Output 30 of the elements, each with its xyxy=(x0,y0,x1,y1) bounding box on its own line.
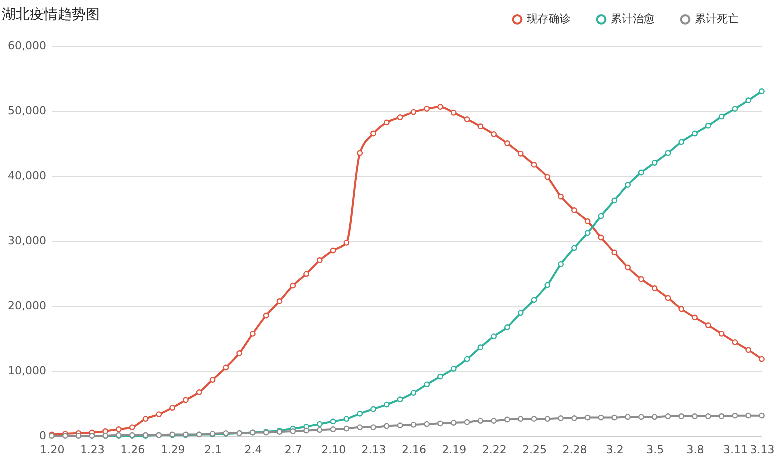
x-tick-label: 1.29 xyxy=(160,444,186,456)
legend-label: 现存确诊 xyxy=(527,12,571,26)
x-tick-label: 2.25 xyxy=(522,444,548,456)
x-tick-label: 2.22 xyxy=(482,444,507,456)
x-tick-label: 3.5 xyxy=(646,444,664,456)
y-tick-label: 40,000 xyxy=(8,170,46,182)
y-tick-label: 50,000 xyxy=(8,104,46,118)
x-tick-label: 3.13 xyxy=(750,444,775,456)
x-tick-label: 2.28 xyxy=(562,444,588,456)
legend-label: 累计治愈 xyxy=(611,12,655,26)
y-tick-label: 20,000 xyxy=(8,300,46,312)
x-tick-label: 2.7 xyxy=(284,444,302,456)
x-tick-label: 1.23 xyxy=(80,444,105,456)
x-tick-label: 1.26 xyxy=(120,444,146,456)
y-tick-label: 60,000 xyxy=(8,40,46,52)
legend-label: 累计死亡 xyxy=(695,12,739,26)
x-tick-label: 3.11 xyxy=(723,444,748,456)
x-tick-label: 2.19 xyxy=(442,444,467,456)
x-tick-label: 2.13 xyxy=(362,444,386,456)
chart-title: 湖北疫情趋势图 xyxy=(2,6,100,24)
x-tick-label: 2.10 xyxy=(322,444,346,456)
x-tick-label: 1.20 xyxy=(40,444,65,456)
x-tick-label: 2.16 xyxy=(402,444,426,456)
x-tick-label: 2.4 xyxy=(244,444,262,456)
y-tick-label: 10,000 xyxy=(8,364,46,378)
y-tick-label: 30,000 xyxy=(8,234,46,248)
x-tick-label: 2.1 xyxy=(204,444,222,456)
y-tick-label: 0 xyxy=(40,430,46,442)
x-tick-label: 3.8 xyxy=(686,444,704,456)
x-tick-label: 3.2 xyxy=(606,444,624,456)
